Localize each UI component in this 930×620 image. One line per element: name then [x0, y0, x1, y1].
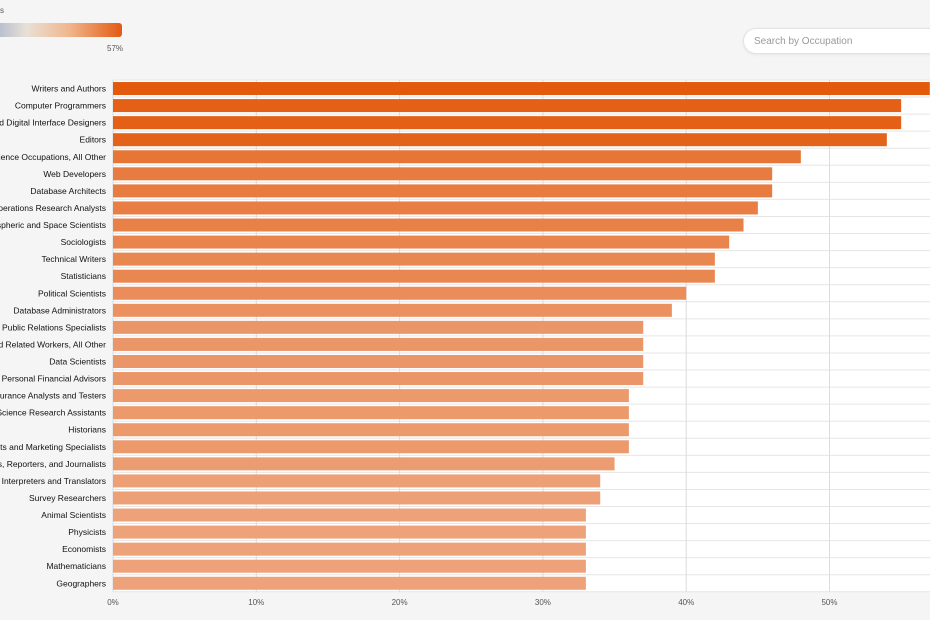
category-label: ssurance Analysts and Testers — [0, 391, 106, 401]
category-label: Web Developers — [43, 169, 106, 179]
legend-max-label: 57% — [107, 44, 124, 53]
x-tick-label: 50% — [821, 598, 837, 607]
category-label: Sociologists — [61, 237, 106, 247]
bar[interactable] — [113, 354, 644, 368]
bar[interactable] — [113, 133, 887, 147]
category-label: Mathematicians — [46, 561, 106, 571]
category-label: Physicists — [68, 527, 106, 537]
bar[interactable] — [113, 542, 586, 556]
bar[interactable] — [113, 508, 586, 522]
x-tick-label: 30% — [535, 598, 551, 607]
bar[interactable] — [113, 286, 687, 300]
category-label: ysts and Marketing Specialists — [0, 442, 106, 452]
bar[interactable] — [113, 440, 629, 454]
category-label: al Science Research Assistants — [0, 408, 106, 418]
category-label: Database Administrators — [13, 305, 106, 315]
bar[interactable] — [113, 269, 715, 283]
category-label: Political Scientists — [38, 288, 106, 298]
category-label: Animal Scientists — [41, 510, 106, 520]
legend-title: s — [0, 6, 4, 15]
bar[interactable] — [113, 389, 629, 403]
category-label: Interpreters and Translators — [2, 476, 106, 486]
category-label: Survey Researchers — [29, 493, 106, 503]
bar[interactable] — [113, 150, 801, 164]
bar[interactable] — [113, 320, 644, 334]
x-tick-label: 0% — [107, 598, 119, 607]
category-label: and Digital Interface Designers — [0, 118, 106, 128]
bar[interactable] — [113, 99, 902, 113]
category-label: Personal Financial Advisors — [2, 374, 106, 384]
bar[interactable] — [113, 82, 930, 96]
bar[interactable] — [113, 474, 601, 488]
category-label: Data Scientists — [49, 356, 106, 366]
category-label: Database Architects — [30, 186, 106, 196]
bar[interactable] — [113, 559, 586, 573]
x-tick-label: 20% — [392, 598, 408, 607]
category-label: Statisticians — [61, 271, 106, 281]
color-legend-gradient — [0, 23, 122, 37]
bar[interactable] — [113, 235, 730, 249]
category-label: Public Relations Specialists — [2, 322, 106, 332]
search-input[interactable] — [743, 28, 930, 54]
bar[interactable] — [113, 576, 586, 590]
category-label: and Related Workers, All Other — [0, 339, 106, 349]
bar[interactable] — [113, 218, 744, 232]
category-label: Economists — [62, 544, 106, 554]
bar[interactable] — [113, 491, 601, 505]
category-label: Science Occupations, All Other — [0, 152, 106, 162]
category-label: nospheric and Space Scientists — [0, 220, 106, 230]
category-label: Historians — [68, 425, 106, 435]
category-label: Editors — [80, 135, 106, 145]
bar[interactable] — [113, 525, 586, 539]
bar[interactable] — [113, 303, 672, 317]
category-label: Geographers — [56, 578, 106, 588]
bar[interactable] — [113, 372, 644, 386]
x-tick-label: 10% — [248, 598, 264, 607]
x-tick-label: 40% — [678, 598, 694, 607]
bar[interactable] — [113, 201, 758, 215]
bar[interactable] — [113, 406, 629, 420]
category-label: Operations Research Analysts — [0, 203, 106, 213]
bar[interactable] — [113, 337, 644, 351]
bar[interactable] — [113, 116, 902, 130]
category-label: Technical Writers — [41, 254, 106, 264]
category-label: Writers and Authors — [32, 84, 107, 94]
bar[interactable] — [113, 184, 773, 198]
bar[interactable] — [113, 167, 773, 181]
bar[interactable] — [113, 457, 615, 471]
bar[interactable] — [113, 252, 715, 266]
category-label: Computer Programmers — [15, 101, 106, 111]
category-label: sts, Reporters, and Journalists — [0, 459, 106, 469]
bar[interactable] — [113, 423, 629, 437]
